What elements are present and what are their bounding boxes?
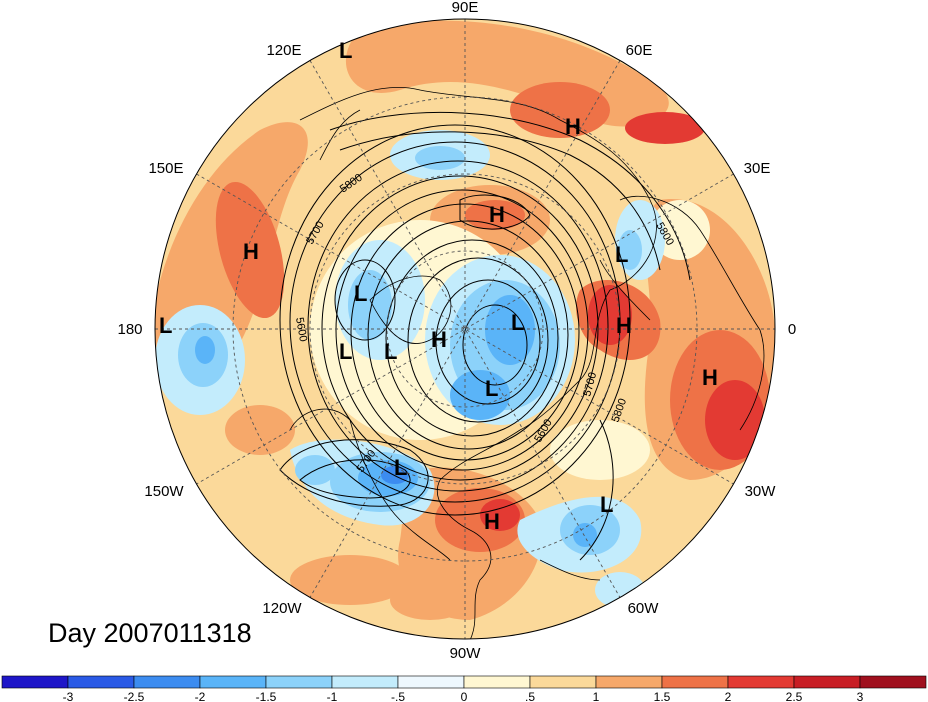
colorbar-tick-label: 2: [725, 690, 732, 702]
pressure-center: L: [384, 339, 397, 364]
lon-label-0: 0: [788, 321, 796, 338]
colorbar-swatch: [397, 675, 465, 689]
colorbar-swatch: [661, 675, 729, 689]
colorbar-tick-label: .5: [525, 690, 535, 702]
pressure-center: L: [615, 242, 628, 267]
contour-label: 5600: [293, 316, 309, 342]
pressure-center: L: [394, 455, 407, 480]
pressure-center: L: [354, 281, 367, 306]
colorbar-tick-label: 3: [857, 690, 864, 702]
pressure-center: H: [616, 313, 632, 338]
lon-label-30w: 30W: [745, 483, 777, 500]
colorbar-tick-label: -.5: [391, 690, 405, 702]
lon-label-60e: 60E: [626, 42, 653, 59]
lon-label-150e: 150E: [148, 160, 183, 177]
pressure-center: L: [339, 38, 352, 63]
map-boundary: [154, 18, 776, 640]
colorbar-swatch: [859, 675, 927, 689]
lon-label-30e: 30E: [744, 160, 771, 177]
coastlines: [289, 86, 765, 639]
pressure-center: L: [485, 376, 498, 401]
colorbar-swatch: [595, 675, 663, 689]
lon-label-90w: 90W: [450, 645, 482, 662]
lon-label-60w: 60W: [628, 600, 660, 617]
colorbar-swatch: [199, 675, 267, 689]
lon-label-90e: 90E: [452, 0, 479, 16]
colorbar-tick-label: -1.5: [256, 690, 277, 702]
graticule: [155, 19, 775, 639]
colorbar-swatch: [463, 675, 531, 689]
anomaly-shading: [155, 19, 775, 639]
colorbar-tick-label: 1: [593, 690, 600, 702]
colorbar-tick-label: 1.5: [654, 690, 671, 702]
colorbar-swatch: [265, 675, 333, 689]
colorbar-tick-label: 0: [461, 690, 468, 702]
colorbar-tick-label: -2.5: [124, 690, 145, 702]
colorbar-tick-label: 2.5: [786, 690, 803, 702]
colorbar-swatch: [793, 675, 861, 689]
colorbar-swatch: [727, 675, 795, 689]
lon-label-120w: 120W: [262, 600, 302, 617]
pressure-center: H: [565, 114, 581, 139]
colorbar-swatch: [529, 675, 597, 689]
colorbar: -3 -2.5 -2 -1.5 -1 -.5 0 .5 1 1.5 2 2.5 3: [1, 675, 927, 702]
pressure-center: H: [243, 239, 259, 264]
pressure-center: H: [431, 327, 447, 352]
colorbar-swatch: [67, 675, 135, 689]
date-title: Day 2007011318: [48, 618, 252, 648]
pressure-center: H: [484, 509, 500, 534]
pressure-center: L: [159, 313, 172, 338]
lon-label-150w: 150W: [144, 483, 184, 500]
colorbar-swatch: [1, 675, 69, 689]
lon-label-180: 180: [117, 321, 142, 338]
colorbar-tick-label: -1: [327, 690, 338, 702]
colorbar-swatch: [331, 675, 399, 689]
pressure-center: H: [702, 365, 718, 390]
longitude-labels: 90E 60E 120E 150E 30E 180 0 150W 30W 120…: [117, 0, 796, 662]
colorbar-swatch: [133, 675, 201, 689]
colorbar-tick-label: -3: [63, 690, 74, 702]
pressure-centers: L H H H L L L L L H L H L H L H L: [159, 38, 718, 534]
pressure-center: L: [511, 310, 524, 335]
colorbar-tick-label: -2: [195, 690, 206, 702]
pressure-center: L: [600, 492, 613, 517]
lon-label-120e: 120E: [266, 42, 301, 59]
pressure-center: H: [489, 202, 505, 227]
pressure-center: L: [339, 339, 352, 364]
